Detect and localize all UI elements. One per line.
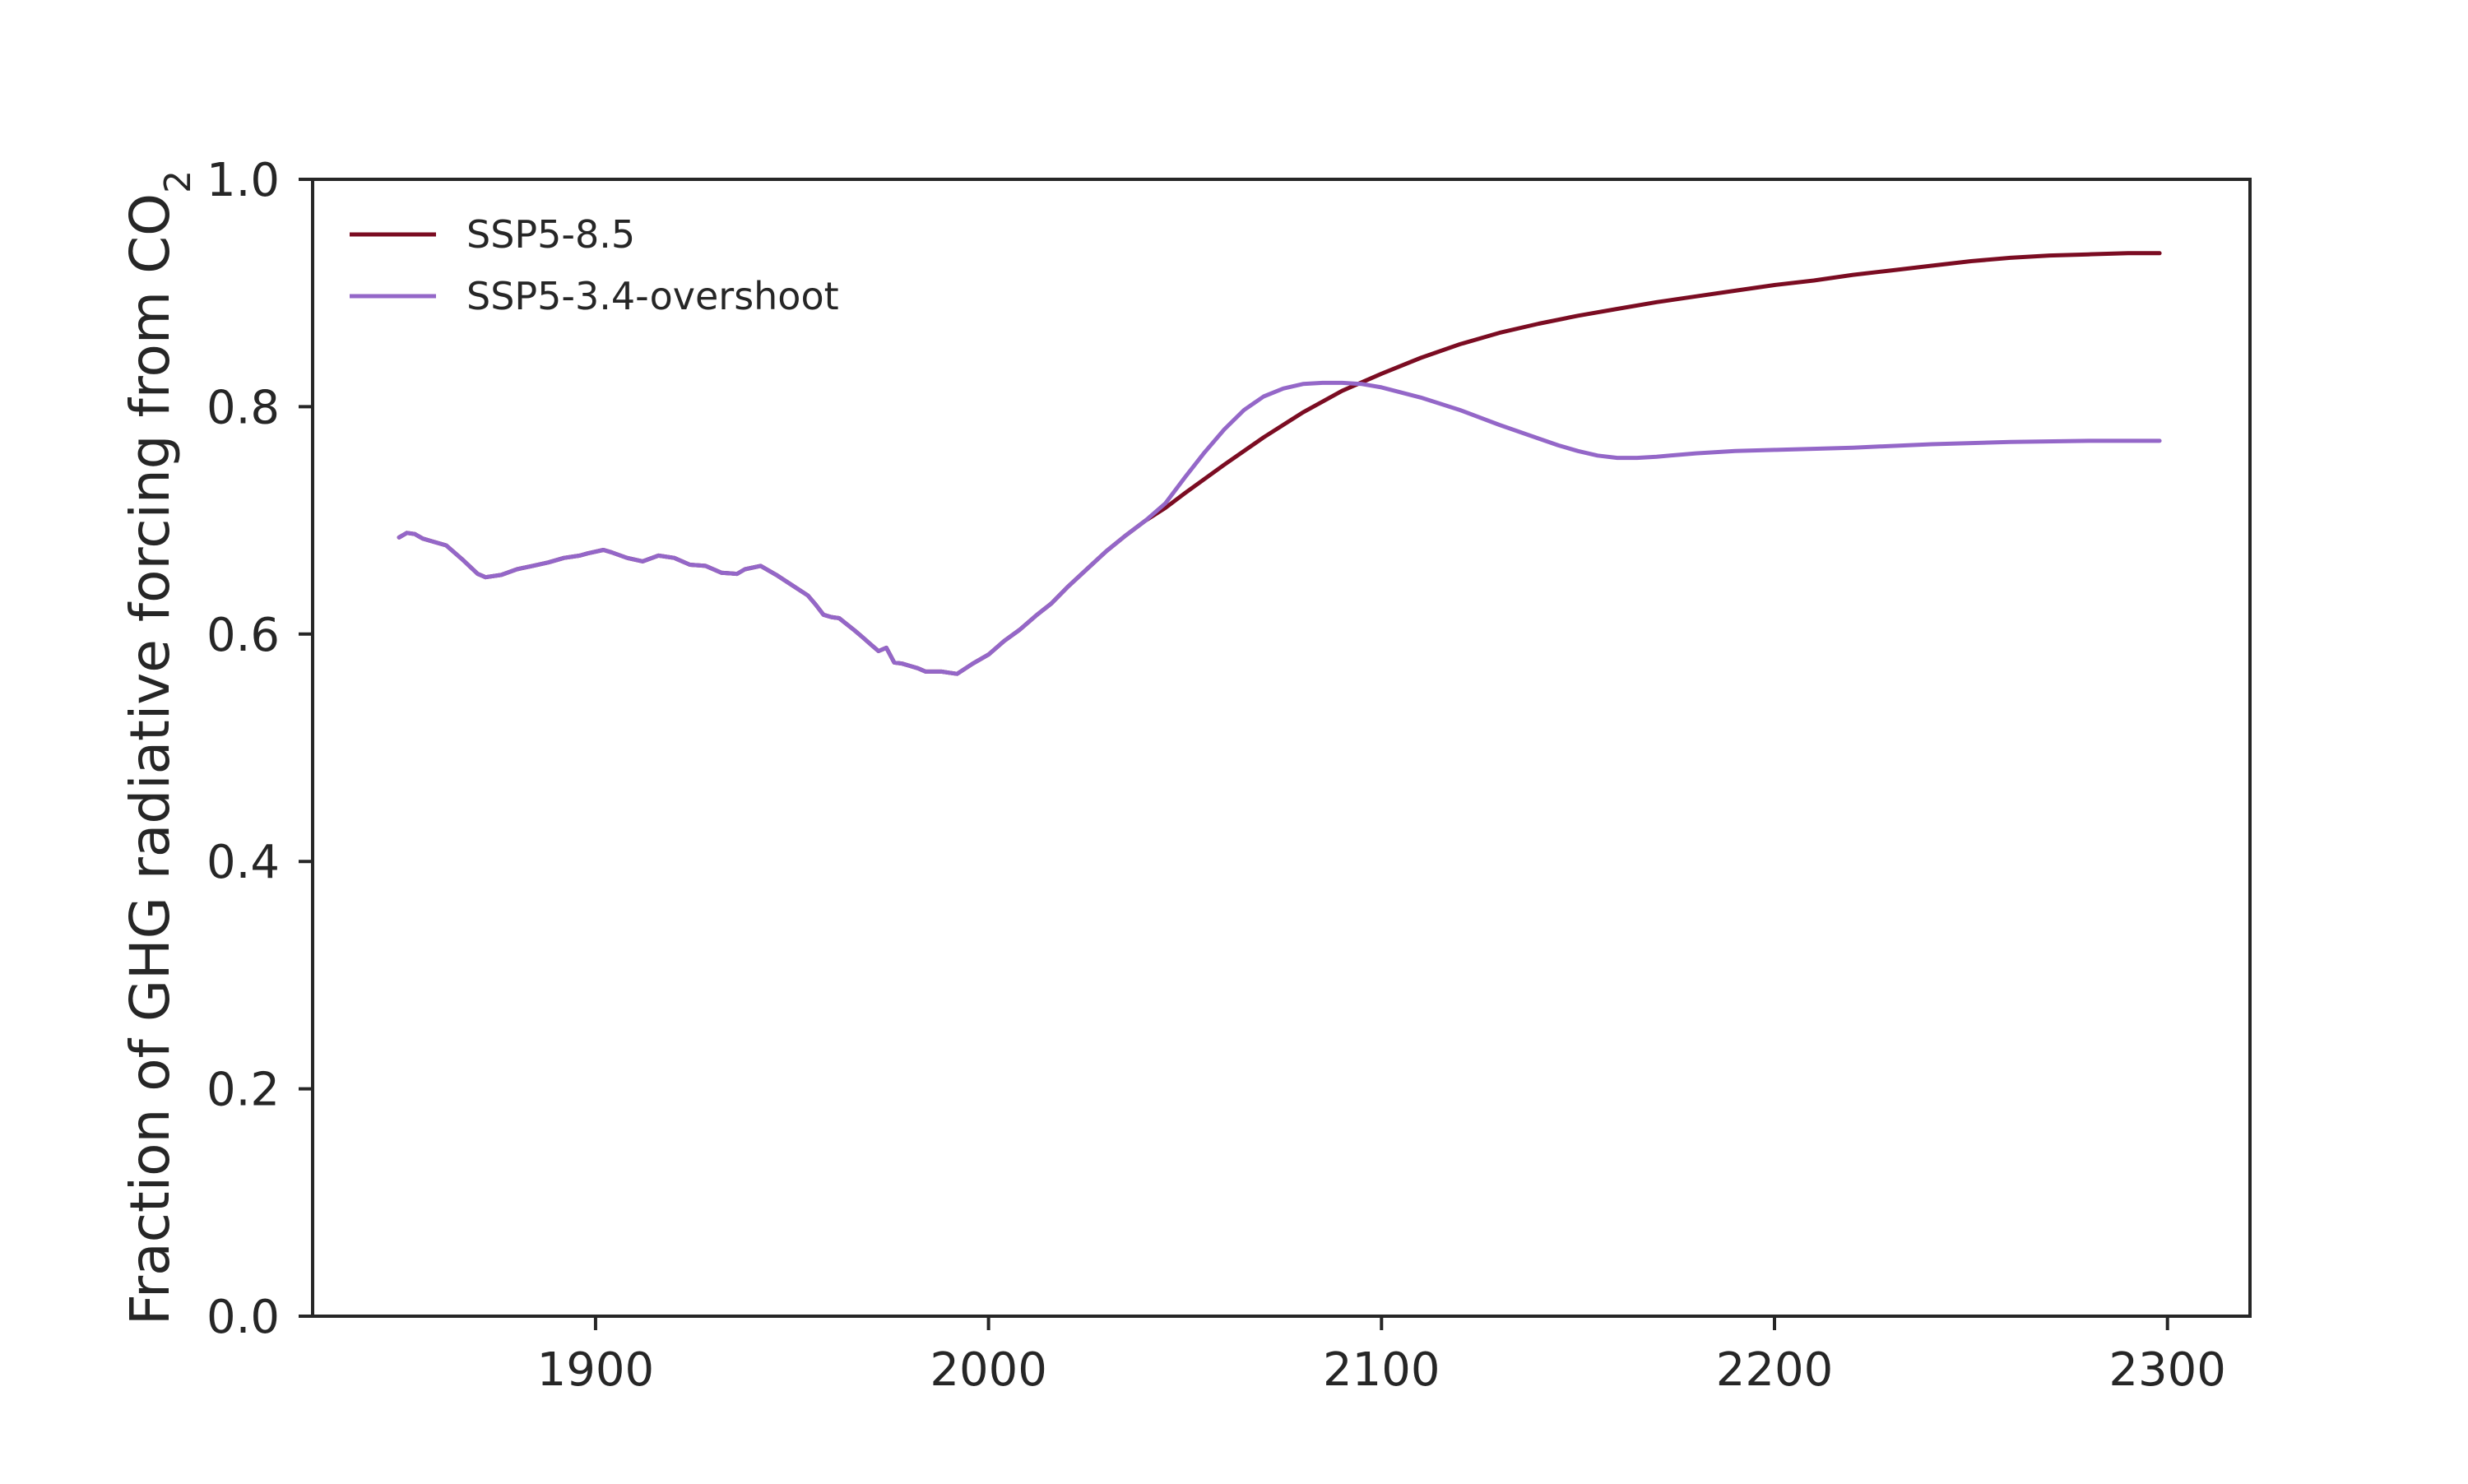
legend-label: SSP5-3.4-overshoot [466, 274, 839, 318]
y-tick-label: 0.0 [206, 1291, 280, 1344]
x-tick-label: 2000 [930, 1343, 1047, 1397]
y-tick-label: 0.2 [206, 1064, 280, 1117]
y-tick-label: 0.4 [206, 836, 280, 889]
y-axis-label-subscript: 2 [157, 170, 199, 193]
plot-frame [311, 178, 2252, 1318]
x-tick-label: 2300 [2108, 1343, 2226, 1397]
x-tick-label: 1900 [537, 1343, 655, 1397]
y-tick-label: 0.8 [206, 381, 280, 434]
y-tick-label: 0.6 [206, 609, 280, 662]
legend: SSP5-8.5 SSP5-3.4-overshoot [350, 212, 839, 318]
legend-label: SSP5-8.5 [466, 212, 635, 257]
y-axis-label: Fraction of GHG radiative forcing from C… [118, 170, 199, 1325]
series-line-ssp5-3-4-overshoot [397, 380, 2162, 676]
x-tick-label: 2100 [1323, 1343, 1440, 1397]
x-tick-label: 2200 [1716, 1343, 1834, 1397]
y-tick-label: 1.0 [206, 154, 280, 207]
y-axis-label-text: Fraction of GHG radiative forcing from C… [118, 193, 182, 1325]
